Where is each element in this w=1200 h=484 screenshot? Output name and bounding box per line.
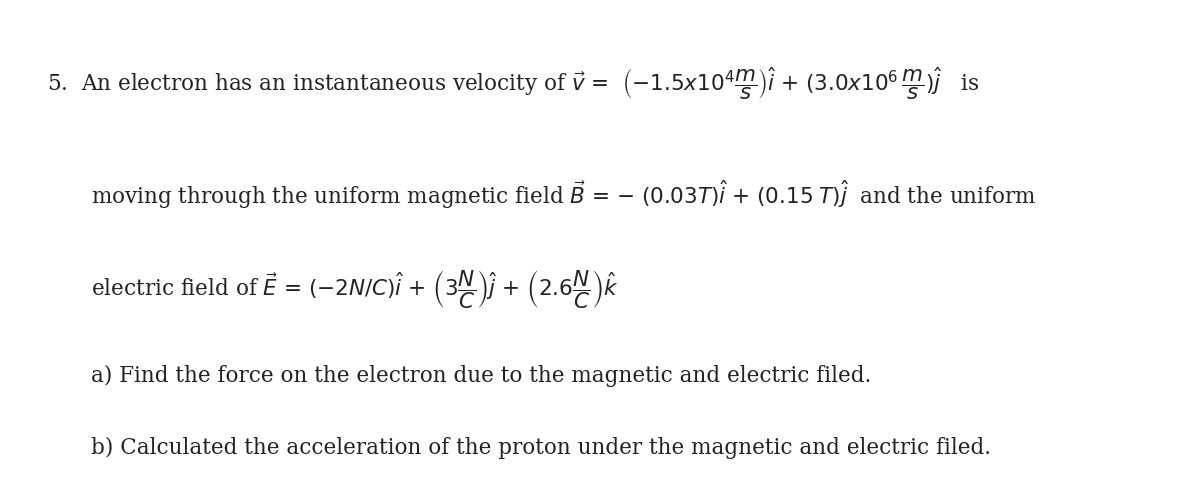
Text: b) Calculated the acceleration of the proton under the magnetic and electric fil: b) Calculated the acceleration of the pr… — [91, 437, 991, 459]
Text: moving through the uniform magnetic field $\vec{B}$ = $-$ $(0.03T)\hat{i}$ + $(0: moving through the uniform magnetic fiel… — [91, 178, 1037, 211]
Text: a) Find the force on the electron due to the magnetic and electric filed.: a) Find the force on the electron due to… — [91, 365, 871, 387]
Text: electric field of $\vec{E}$ = $(-2N/C)\hat{i}$ + $\left(3\dfrac{N}{C}\right)\hat: electric field of $\vec{E}$ = $(-2N/C)\h… — [91, 269, 618, 311]
Text: 5.  An electron has an instantaneous velocity of $\vec{v}$ =  $\left(-1.5x10^{4}: 5. An electron has an instantaneous velo… — [47, 66, 979, 103]
